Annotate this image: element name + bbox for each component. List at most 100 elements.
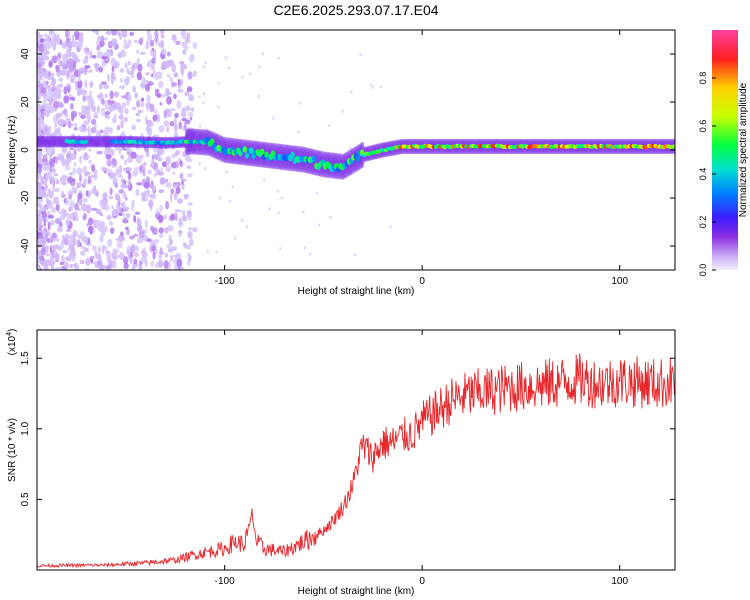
heatmap-noise-cell — [163, 110, 167, 119]
heatmap-noise-cell — [47, 163, 50, 169]
heatmap-noise-cell — [172, 183, 179, 189]
heatmap-noise-cell — [51, 166, 55, 171]
heatmap-noise-cell — [228, 199, 232, 203]
heatmap-noise-cell — [64, 166, 71, 171]
heatmap-noise-cell — [186, 173, 193, 178]
heatmap-noise-cell — [125, 226, 129, 231]
heatmap-noise-cell — [70, 110, 78, 119]
heatmap-noise-cell — [88, 159, 93, 164]
snr-y-axis-label: SNR (10 * v/v) — [7, 418, 18, 482]
heatmap-noise-cell — [46, 34, 51, 43]
y-tick-label: 40 — [20, 48, 31, 60]
heatmap-noise-cell — [316, 191, 319, 195]
heatmap-noise-cell — [101, 245, 105, 254]
heatmap-noise-cell — [99, 212, 103, 217]
heatmap-noise-cell — [129, 31, 134, 36]
heatmap-noise-cell — [156, 93, 162, 98]
heatmap-noise-cell — [170, 161, 177, 169]
snr-frame — [36, 329, 676, 571]
heatmap-noise-cell — [37, 117, 41, 121]
heatmap-noise-cell — [69, 263, 74, 269]
heatmap-noise-cell — [277, 211, 280, 215]
heatmap-noise-cell — [299, 101, 302, 105]
heatmap-noise-cell — [53, 101, 60, 109]
heatmap-noise-cell — [185, 119, 191, 125]
heatmap-noise-cell — [136, 49, 140, 55]
heatmap-noise-cell — [276, 189, 280, 193]
heatmap-noise-cell — [87, 190, 91, 199]
heatmap-noise-cell — [120, 207, 124, 213]
heatmap-noise-cell — [119, 68, 125, 73]
heatmap-noise-cell — [37, 200, 40, 205]
heatmap-noise-cell — [160, 41, 165, 49]
snr-x-ticks: -100 0 100 — [215, 330, 628, 587]
heatmap-noise-cell — [58, 83, 64, 88]
heatmap-noise-cell — [86, 223, 90, 227]
heatmap-noise-cell — [173, 117, 177, 126]
heatmap-noise-cell — [134, 251, 139, 258]
snr-x-axis-label: Height of straight line (km) — [298, 586, 415, 597]
colorbar-ramp — [712, 30, 738, 270]
heatmap-noise-cell — [106, 214, 112, 221]
heatmap-noise-cell — [104, 93, 108, 99]
heatmap-noise-cell — [54, 266, 61, 270]
heatmap-noise-cell — [40, 110, 45, 119]
heatmap-noise-cell — [83, 247, 89, 252]
heatmap-noise-cell — [188, 227, 192, 231]
heatmap-noise-cell — [217, 105, 220, 109]
heatmap-noise-cell — [370, 83, 373, 87]
heatmap-noise-cell — [96, 51, 103, 59]
colorbar-tick-label: 0.8 — [698, 72, 708, 85]
heatmap-noise-cell — [122, 192, 127, 200]
heatmap-noise-cell — [100, 35, 105, 43]
heatmap-noise-cell — [120, 154, 125, 160]
heatmap-noise-cell — [46, 172, 52, 180]
heatmap-noise-cell — [160, 93, 167, 98]
heatmap-noise-cell — [53, 91, 58, 96]
heatmap-noise-cell — [45, 51, 50, 55]
heatmap-ridge-cell — [210, 138, 215, 145]
heatmap-noise-cell — [39, 259, 44, 265]
heatmap-noise-cell — [186, 86, 193, 93]
heatmap-noise-cell — [258, 65, 261, 69]
heatmap-noise-cell — [42, 194, 49, 198]
heatmap-noise-cell — [111, 30, 118, 36]
heatmap-noise-cell — [115, 237, 122, 241]
heatmap-noise-cell — [182, 48, 187, 56]
heatmap-noise-cell — [107, 99, 112, 106]
heatmap-noise-cell — [97, 223, 103, 232]
heatmap-noise-cell — [171, 246, 178, 251]
heatmap-ridge-cell — [355, 155, 360, 162]
heatmap-noise-cell — [61, 234, 66, 240]
heatmap-noise-cell — [118, 251, 125, 260]
heatmap-noise-cell — [168, 234, 172, 243]
heatmap-noise-cell — [111, 251, 117, 260]
heatmap-noise-cell — [79, 155, 82, 165]
heatmap-noise-cell — [329, 215, 332, 220]
heatmap-noise-cell — [39, 38, 45, 43]
heatmap-noise-cell — [73, 262, 77, 268]
heatmap-noise-cell — [181, 210, 186, 215]
heatmap-noise-cell — [66, 59, 73, 69]
heatmap-noise-cell — [118, 85, 125, 89]
heatmap-noise-cell — [108, 195, 114, 200]
heatmap-noise-cell — [126, 228, 130, 236]
heatmap-noise-cell — [147, 120, 154, 127]
heatmap-noise-cell — [53, 196, 60, 205]
heatmap-noise-cell — [87, 116, 91, 124]
heatmap-noise-cell — [118, 212, 123, 216]
heatmap-noise-cell — [188, 238, 194, 247]
heatmap-noise-cell — [51, 176, 56, 185]
heatmap-ridge-cell — [672, 144, 675, 149]
heatmap-noise-cell — [89, 226, 93, 236]
heatmap-noise-cell — [64, 262, 69, 269]
heatmap-noise-cell — [65, 152, 71, 159]
heatmap-noise-cell — [82, 198, 88, 203]
heatmap-noise-cell — [153, 239, 160, 244]
heatmap-noise-cell — [120, 30, 127, 37]
heatmap-noise-cell — [47, 221, 51, 231]
heatmap-noise-cell — [82, 165, 88, 175]
heatmap-noise-cell — [74, 203, 79, 211]
heatmap-noise-cell — [41, 105, 45, 110]
heatmap-noise-cell — [88, 69, 93, 73]
